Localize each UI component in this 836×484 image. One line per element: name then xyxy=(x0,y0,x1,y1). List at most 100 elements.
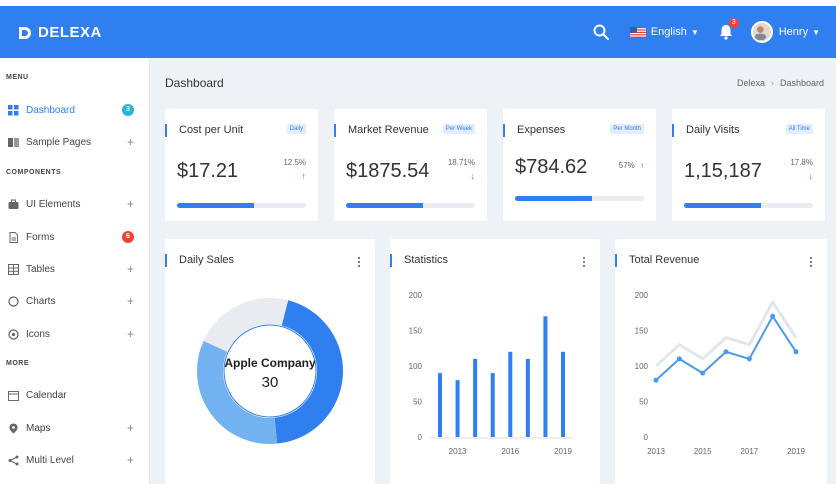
stat-progress-fill xyxy=(346,203,424,208)
brand-name: DELEXA xyxy=(38,24,102,41)
stat-card-daily-visits: Daily Visits All Time 1,15,187 17.8% ↓ xyxy=(672,109,825,221)
brand[interactable]: DELEXA xyxy=(18,24,102,41)
arrow-up-icon: ↑ xyxy=(640,161,644,170)
chart-title: Daily Sales xyxy=(165,254,234,267)
stat-value: $784.62 xyxy=(515,156,588,178)
header-actions: English ▼ 3 Henry ▼ xyxy=(592,18,820,46)
more-vertical-icon[interactable] xyxy=(582,257,586,269)
sidebar-item-maps[interactable]: Maps + xyxy=(0,415,150,441)
x-tick-label: 2019 xyxy=(554,447,572,456)
stat-value: $17.21 xyxy=(177,160,239,182)
map-pin-icon xyxy=(9,423,18,433)
sidebar-item-label: Maps xyxy=(26,422,51,434)
page-title: Dashboard xyxy=(165,76,224,90)
search-icon[interactable] xyxy=(592,23,610,41)
bar xyxy=(490,373,495,437)
x-tick-label: 2015 xyxy=(694,447,712,456)
user-menu[interactable]: Henry ▼ xyxy=(750,21,820,43)
sidebar-item-charts[interactable]: Charts + xyxy=(0,288,150,314)
top-strip xyxy=(0,0,836,6)
arrow-down-icon: ↓ xyxy=(808,171,814,181)
notifications-button[interactable]: 3 xyxy=(717,18,739,41)
stat-progress-bar xyxy=(515,196,644,201)
bar xyxy=(508,351,513,437)
section-label-more: MORE xyxy=(6,360,29,367)
sidebar-item-icons[interactable]: Icons + xyxy=(0,321,150,347)
sidebar-item-ui-elements[interactable]: UI Elements + xyxy=(0,191,150,217)
y-tick-label: 0 xyxy=(418,433,423,442)
sidebar-item-dashboard[interactable]: Dashboard 3 xyxy=(0,97,150,123)
us-flag-icon xyxy=(629,26,646,38)
sidebar-item-label: Icons xyxy=(26,328,50,340)
donut-inner-ring xyxy=(223,324,317,418)
stat-change: 12.5% ↑ xyxy=(283,158,306,181)
section-label-menu: MENU xyxy=(6,74,29,81)
chart-title: Total Revenue xyxy=(615,254,699,267)
daily-sales-donut: Apple Company 30 xyxy=(197,298,343,444)
expand-icon: + xyxy=(126,421,134,435)
language-selector[interactable]: English ▼ xyxy=(629,26,699,38)
stat-change-percent: 12.5% xyxy=(283,158,306,167)
donut-slice xyxy=(197,340,278,444)
more-vertical-icon[interactable] xyxy=(357,257,361,269)
series-line xyxy=(654,300,798,368)
donut-center-value: 30 xyxy=(262,374,279,391)
stat-title: Market Revenue xyxy=(334,124,429,137)
breadcrumb-current: Dashboard xyxy=(779,78,824,88)
stat-change-percent: 17.8% xyxy=(790,158,813,167)
sidebar-item-label: Charts xyxy=(26,295,56,307)
bar xyxy=(455,380,460,437)
expand-icon: + xyxy=(126,294,134,308)
series-point xyxy=(723,349,729,355)
sidebar-item-label: UI Elements xyxy=(26,198,81,210)
stat-period-tag: All Time xyxy=(785,124,813,134)
notification-badge: 3 xyxy=(728,18,739,28)
stat-progress-fill xyxy=(684,203,762,208)
y-tick-label: 200 xyxy=(409,291,423,300)
sidebar-item-forms[interactable]: Forms 6 xyxy=(0,224,150,250)
chart-title: Statistics xyxy=(390,254,448,267)
y-tick-label: 100 xyxy=(409,362,423,371)
bar xyxy=(438,373,442,437)
sidebar-item-multi-level[interactable]: Multi Level + xyxy=(0,447,150,473)
file-icon xyxy=(9,231,18,243)
statistics-card: Statistics 0 50 100 150 200 2013 2016 2019 xyxy=(390,239,600,484)
x-tick-label: 2016 xyxy=(501,447,519,456)
expand-icon: + xyxy=(126,135,134,149)
total-revenue-line-chart: 0 50 100 150 200 2013 2015 2017 2019 xyxy=(635,291,806,456)
stat-progress-bar xyxy=(346,203,475,208)
dashboard-icon xyxy=(8,104,19,115)
arrow-down-icon: ↓ xyxy=(470,171,476,181)
user-name: Henry xyxy=(778,26,809,38)
table-icon xyxy=(8,263,19,275)
expand-icon: + xyxy=(126,453,134,467)
breadcrumb-separator: › xyxy=(770,78,774,88)
daily-sales-card: Daily Sales Apple Company 30 xyxy=(165,239,375,484)
series-point xyxy=(653,377,659,383)
expand-icon: + xyxy=(126,262,134,276)
forms-badge: 6 xyxy=(122,231,134,243)
stat-title: Expenses xyxy=(503,124,565,137)
x-tick-label: 2013 xyxy=(449,447,467,456)
user-avatar xyxy=(750,21,773,43)
calendar-icon xyxy=(8,390,19,401)
bar xyxy=(543,316,548,437)
sidebar-item-label: Forms xyxy=(26,231,55,243)
y-tick-label: 0 xyxy=(644,433,649,442)
series-point xyxy=(700,370,706,376)
more-vertical-icon[interactable] xyxy=(809,257,813,269)
stat-change: 57% ↑ xyxy=(619,161,644,170)
breadcrumb-link-delexa[interactable]: Delexa xyxy=(736,78,765,88)
x-tick-label: 2013 xyxy=(647,447,665,456)
section-label-components: COMPONENTS xyxy=(6,169,62,176)
breadcrumb: Delexa › Dashboard xyxy=(737,78,824,88)
sidebar-item-sample-pages[interactable]: Sample Pages + xyxy=(0,129,150,155)
sidebar-item-calendar[interactable]: Calendar xyxy=(0,382,150,408)
sidebar-item-label: Multi Level xyxy=(26,454,74,466)
stat-progress-fill xyxy=(177,203,255,208)
chevron-down-icon: ▼ xyxy=(690,27,699,37)
sidebar-item-tables[interactable]: Tables + xyxy=(0,256,150,282)
stat-change: 17.8% ↓ xyxy=(790,158,813,181)
expand-icon: + xyxy=(126,197,134,211)
bell-icon xyxy=(719,25,732,40)
